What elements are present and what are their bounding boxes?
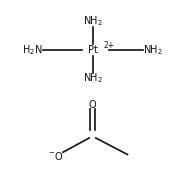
Text: H$_2$N: H$_2$N (22, 43, 43, 57)
Text: Pt: Pt (88, 45, 97, 55)
Text: NH$_2$: NH$_2$ (83, 14, 102, 28)
Text: 2+: 2+ (104, 41, 115, 50)
Text: $^{-}$O: $^{-}$O (48, 150, 63, 163)
Text: NH$_2$: NH$_2$ (143, 43, 163, 57)
Text: NH$_2$: NH$_2$ (83, 72, 102, 85)
Text: O: O (89, 100, 96, 110)
